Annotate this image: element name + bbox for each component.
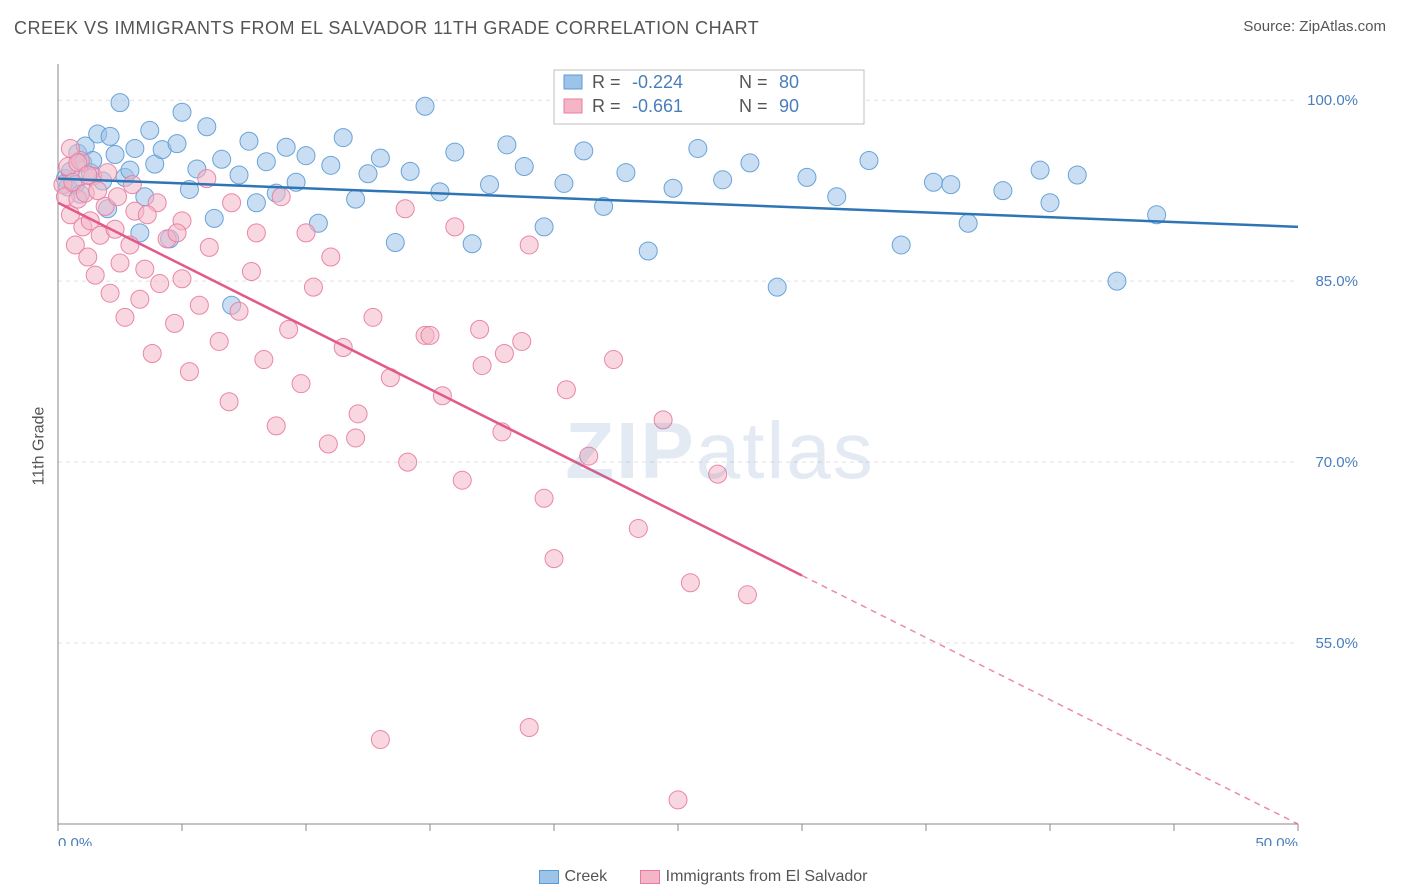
- svg-text:50.0%: 50.0%: [1255, 835, 1298, 846]
- legend-label-2: Immigrants from El Salvador: [666, 868, 868, 885]
- svg-text:0.0%: 0.0%: [58, 835, 92, 846]
- bottom-legend: Creek Immigrants from El Salvador: [0, 868, 1406, 886]
- source-label: Source: ZipAtlas.com: [1243, 18, 1386, 35]
- chart-title: CREEK VS IMMIGRANTS FROM EL SALVADOR 11T…: [14, 18, 759, 39]
- svg-text:90: 90: [779, 96, 799, 116]
- svg-text:85.0%: 85.0%: [1315, 273, 1358, 290]
- svg-text:N =: N =: [739, 96, 768, 116]
- legend-swatch-2: [640, 870, 660, 884]
- svg-text:N =: N =: [739, 72, 768, 92]
- svg-text:70.0%: 70.0%: [1315, 454, 1358, 471]
- svg-text:55.0%: 55.0%: [1315, 635, 1358, 652]
- chart-svg: 55.0% 70.0% 85.0% 100.0% 0.0% 50.0% R = -0.224 N…: [50, 56, 1390, 846]
- svg-text:R =: R =: [592, 96, 621, 116]
- svg-text:-0.224: -0.224: [632, 72, 683, 92]
- chart-plot-area: 55.0% 70.0% 85.0% 100.0% 0.0% 50.0% R = -0.224 N…: [50, 56, 1390, 846]
- svg-text:R =: R =: [592, 72, 621, 92]
- source-link[interactable]: ZipAtlas.com: [1299, 18, 1386, 35]
- svg-text:-0.661: -0.661: [632, 96, 683, 116]
- svg-text:80: 80: [779, 72, 799, 92]
- y-axis-label: 11th Grade: [30, 407, 48, 486]
- legend-label-1: Creek: [565, 868, 608, 885]
- legend-item-series1: Creek: [539, 868, 612, 885]
- legend-swatch-1: [539, 870, 559, 884]
- svg-text:100.0%: 100.0%: [1307, 92, 1358, 109]
- legend-item-series2: Immigrants from El Salvador: [640, 868, 868, 885]
